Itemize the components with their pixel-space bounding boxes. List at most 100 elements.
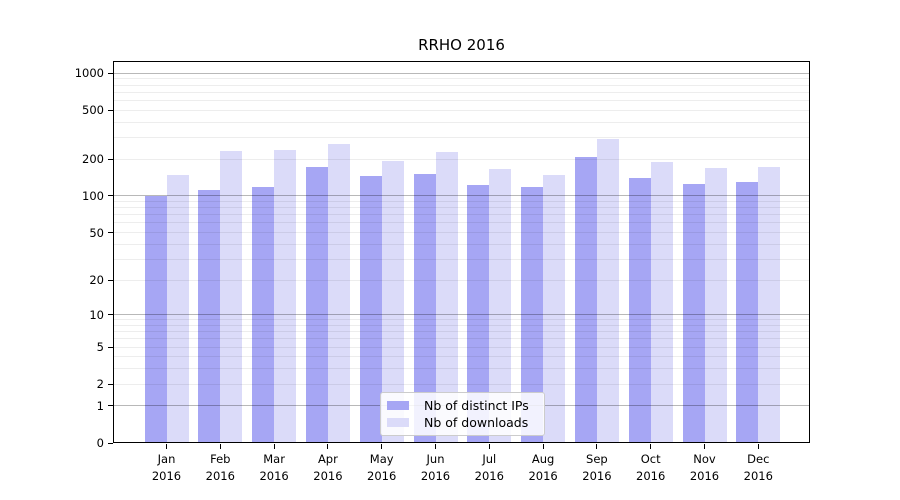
x-tick-mark-aug xyxy=(542,444,544,449)
gridline-minor-80 xyxy=(113,207,810,209)
y-tick-label-1: 1 xyxy=(96,398,104,413)
bar-downloads-sep xyxy=(596,138,619,443)
x-tick-mark-apr xyxy=(327,444,329,449)
gridline-minor-400 xyxy=(113,121,810,123)
y-tick-label-2: 2 xyxy=(96,377,104,392)
x-tick-label-aug: Aug 2016 xyxy=(513,451,573,485)
legend-row-distinct-ips: Nb of distinct IPs xyxy=(381,398,544,412)
x-tick-label-month: Dec xyxy=(747,452,770,466)
y-tick-mark-100 xyxy=(108,195,113,197)
x-tick-mark-may xyxy=(381,444,383,449)
gridline-minor-50 xyxy=(113,232,810,233)
legend: Nb of distinct IPs Nb of downloads xyxy=(380,392,545,436)
x-tick-label-jan: Jan 2016 xyxy=(137,451,197,485)
bar-downloads-nov xyxy=(704,168,727,443)
y-tick-label-50: 50 xyxy=(89,225,104,240)
x-tick-label-month: Oct xyxy=(640,452,661,466)
x-tick-label-year: 2016 xyxy=(689,469,720,483)
gridline-minor-6 xyxy=(113,338,810,340)
gridline-minor-2 xyxy=(113,383,810,385)
x-tick-mark-jun xyxy=(435,444,436,449)
x-tick-label-sep: Sep 2016 xyxy=(567,451,627,485)
legend-row-downloads: Nb of downloads xyxy=(381,416,544,430)
bar-distinct-ips-jan xyxy=(144,196,167,443)
x-tick-label-year: 2016 xyxy=(259,469,289,483)
y-tick-label-5: 5 xyxy=(96,340,104,355)
x-tick-label-year: 2016 xyxy=(205,469,235,483)
x-tick-label-may: May 2016 xyxy=(352,451,412,485)
x-tick-label-year: 2016 xyxy=(420,469,451,483)
gridline-minor-40 xyxy=(113,243,810,245)
gridline-major-100 xyxy=(113,195,810,197)
y-tick-mark-50 xyxy=(108,232,113,233)
x-tick-label-year: 2016 xyxy=(528,469,558,483)
x-tick-mark-dec xyxy=(757,444,759,449)
x-tick-label-year: 2016 xyxy=(474,469,504,483)
x-tick-label-dec: Dec 2016 xyxy=(728,451,788,485)
x-tick-label-year: 2016 xyxy=(151,469,182,483)
plot-area xyxy=(113,61,810,443)
legend-label-downloads: Nb of downloads xyxy=(424,415,529,431)
bar-downloads-apr xyxy=(327,143,350,443)
y-tick-label-100: 100 xyxy=(82,188,104,203)
gridline-minor-20 xyxy=(113,279,810,281)
gridline-minor-60 xyxy=(113,222,810,224)
x-tick-label-month: Apr xyxy=(317,452,338,466)
bar-downloads-jan xyxy=(166,175,189,443)
bar-downloads-dec xyxy=(758,166,781,443)
bar-distinct-ips-jun xyxy=(413,174,436,443)
legend-swatch-distinct-ips xyxy=(387,400,409,410)
y-tick-label-500: 500 xyxy=(82,103,104,118)
bar-distinct-ips-mar xyxy=(252,186,275,443)
x-tick-label-year: 2016 xyxy=(743,469,773,483)
x-tick-label-year: 2016 xyxy=(582,469,612,483)
bar-distinct-ips-may xyxy=(359,176,382,443)
gridline-minor-90 xyxy=(113,201,810,202)
y-tick-label-20: 20 xyxy=(89,273,104,287)
bar-distinct-ips-dec xyxy=(736,181,759,443)
x-tick-mark-jul xyxy=(488,444,490,449)
bar-distinct-ips-oct xyxy=(628,178,651,443)
bar-distinct-ips-sep xyxy=(574,157,597,443)
bar-downloads-mar xyxy=(274,150,297,443)
gridline-minor-9 xyxy=(113,319,810,321)
bar-downloads-may xyxy=(381,160,404,443)
gridline-minor-30 xyxy=(113,258,810,260)
x-tick-label-feb: Feb 2016 xyxy=(190,451,250,485)
y-tick-label-10: 10 xyxy=(89,307,104,322)
x-tick-label-month: Nov xyxy=(693,452,716,466)
bar-distinct-ips-feb xyxy=(198,189,221,443)
bar-downloads-oct xyxy=(650,161,673,443)
gridline-major-10 xyxy=(113,314,810,316)
legend-label-distinct-ips: Nb of distinct IPs xyxy=(424,397,529,413)
gridline-minor-800 xyxy=(113,84,810,86)
x-tick-label-jul: Jul 2016 xyxy=(459,451,519,485)
bar-downloads-jul xyxy=(489,168,512,443)
y-tick-mark-0 xyxy=(108,442,113,444)
y-tick-label-200: 200 xyxy=(82,152,104,166)
y-tick-mark-1000 xyxy=(108,72,113,74)
bar-distinct-ips-apr xyxy=(305,167,328,443)
y-tick-mark-1 xyxy=(108,405,113,407)
x-tick-label-month: Jul xyxy=(482,452,497,466)
gridline-minor-3 xyxy=(113,368,810,370)
gridline-minor-600 xyxy=(113,99,810,101)
x-tick-label-month: Mar xyxy=(263,452,285,466)
x-tick-label-year: 2016 xyxy=(636,469,666,483)
x-tick-label-month: Feb xyxy=(210,452,231,466)
gridline-minor-900 xyxy=(113,78,810,80)
x-tick-mark-nov xyxy=(704,444,705,449)
gridline-minor-5 xyxy=(113,346,810,348)
y-tick-mark-5 xyxy=(108,346,113,348)
x-tick-label-year: 2016 xyxy=(367,469,397,483)
bar-downloads-jun xyxy=(435,152,458,443)
gridline-minor-700 xyxy=(113,91,810,93)
x-tick-label-nov: Nov 2016 xyxy=(675,451,735,485)
x-tick-label-year: 2016 xyxy=(313,469,343,483)
x-tick-label-month: May xyxy=(369,452,394,466)
x-tick-mark-mar xyxy=(273,444,275,449)
x-tick-mark-feb xyxy=(219,444,221,449)
gridline-major-1000 xyxy=(113,72,810,74)
y-tick-label-1000: 1000 xyxy=(74,66,104,80)
